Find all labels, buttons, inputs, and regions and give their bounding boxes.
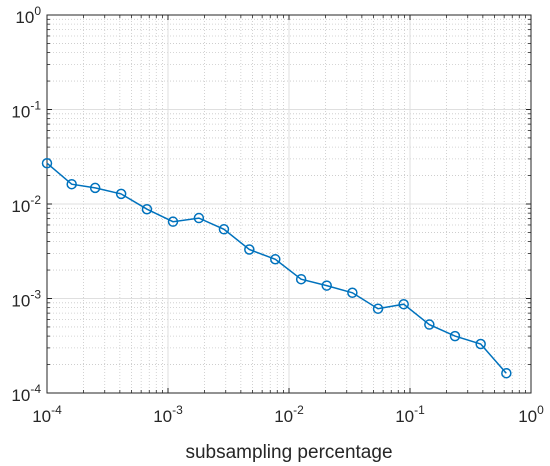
y-tick-labels: 10-4 10-3 10-2 10-1 100 <box>11 4 41 405</box>
x-tick-label: 10-3 <box>153 403 183 426</box>
data-point-marker <box>115 188 127 200</box>
data-point-marker <box>424 319 435 330</box>
axis-ticks <box>46 14 532 394</box>
data-point-marker <box>475 338 486 350</box>
data-point-marker <box>270 254 281 265</box>
y-tick-label: 100 <box>15 4 41 27</box>
data-point-marker <box>372 303 384 314</box>
y-tick-label: 10-4 <box>11 382 41 405</box>
x-tick-label: 10-2 <box>274 403 304 426</box>
data-point-marker <box>141 203 153 215</box>
x-axis-title: subsampling percentage <box>185 442 392 463</box>
x-tick-label: 10-4 <box>32 403 62 426</box>
data-point-marker <box>244 244 255 255</box>
y-tick-label: 10-3 <box>11 288 41 311</box>
data-point-marker <box>167 216 179 227</box>
data-point-marker <box>41 157 53 169</box>
y-tick-label: 10-2 <box>11 193 41 216</box>
x-tick-labels: 10-4 10-3 10-2 10-1 100 <box>32 403 544 426</box>
data-point-marker <box>66 178 77 190</box>
data-point-marker <box>449 330 461 342</box>
series-layer <box>41 157 512 379</box>
series-line <box>46 162 507 374</box>
x-tick-label: 10-1 <box>395 403 425 426</box>
y-tick-label: 10-1 <box>11 99 41 122</box>
data-point-marker <box>193 212 205 224</box>
x-tick-label: 100 <box>518 403 544 426</box>
data-point-marker <box>89 182 101 194</box>
data-point-marker <box>321 280 332 291</box>
data-point-marker <box>398 298 409 310</box>
data-point-marker <box>501 367 512 379</box>
data-point-marker <box>218 224 230 235</box>
data-point-marker <box>347 287 358 299</box>
data-point-marker <box>295 273 307 285</box>
major-grid <box>47 15 531 393</box>
